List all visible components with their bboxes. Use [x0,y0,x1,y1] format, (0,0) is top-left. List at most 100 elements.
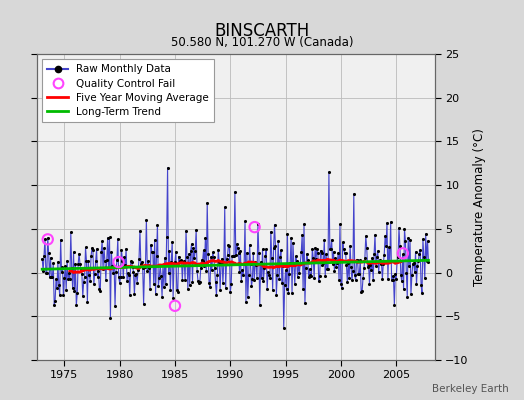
Point [206,254,215,260]
Point [133,279,141,286]
Point [340,246,348,252]
Point [195,280,203,287]
Point [249,250,257,256]
Point [202,268,211,274]
Point [222,285,230,291]
Point [286,260,294,266]
Point [263,286,271,292]
Point [279,263,287,270]
Point [39,268,47,274]
Point [169,294,177,301]
Point [294,261,303,267]
Point [348,268,357,274]
Point [420,254,428,260]
Point [83,298,92,305]
Point [201,235,210,242]
Point [177,257,185,263]
Point [330,268,339,274]
Point [118,258,127,264]
Point [250,224,259,230]
Point [211,279,220,286]
Point [414,258,422,265]
Point [159,262,167,269]
Point [351,272,359,278]
Point [72,302,81,309]
Point [108,262,116,269]
Point [300,221,308,227]
Point [162,234,171,240]
Point [49,260,58,267]
Point [278,280,286,286]
Point [367,267,376,273]
Point [421,231,430,237]
Point [97,249,105,255]
Point [260,264,269,271]
Point [43,234,52,241]
Point [172,248,180,255]
Point [350,191,358,197]
Point [184,286,192,292]
Point [323,266,331,272]
Point [374,248,382,254]
Point [137,260,145,267]
Point [92,258,100,264]
Point [42,270,51,276]
Point [386,257,394,264]
Point [316,247,325,254]
Point [256,301,264,308]
Point [346,242,354,249]
Point [165,248,173,254]
Point [288,290,296,296]
Point [422,258,431,265]
Point [192,227,200,233]
Point [404,235,412,241]
Point [42,270,50,276]
Point [200,263,209,269]
Point [396,242,404,249]
Point [292,258,301,264]
Point [115,280,124,286]
Point [181,277,189,284]
Point [398,251,407,258]
Point [69,285,77,291]
Point [198,256,206,263]
Point [179,259,188,265]
Point [103,257,111,264]
Point [117,246,126,253]
Point [231,189,239,195]
Point [226,289,234,296]
Point [369,277,377,283]
Point [50,302,58,308]
Point [318,250,326,256]
Point [271,242,280,249]
Point [235,269,244,275]
Point [233,241,241,247]
Point [154,283,162,289]
Point [403,294,411,300]
Point [199,258,207,264]
Point [282,286,291,292]
Point [149,248,157,255]
Point [251,258,259,265]
Point [273,272,281,278]
Legend: Raw Monthly Data, Quality Control Fail, Five Year Moving Average, Long-Term Tren: Raw Monthly Data, Quality Control Fail, … [42,59,214,122]
Point [312,256,320,262]
Point [360,265,368,272]
Point [254,221,262,228]
Point [158,294,166,300]
Point [75,250,83,257]
Point [370,251,378,258]
Point [329,261,337,268]
Point [206,284,214,290]
Point [268,254,276,261]
Point [244,294,252,300]
Point [121,262,129,268]
Point [160,284,168,290]
Point [134,267,143,273]
Point [65,270,73,277]
Point [405,263,413,269]
Point [145,264,154,271]
Point [412,281,421,288]
Point [239,272,247,278]
Point [73,290,81,296]
